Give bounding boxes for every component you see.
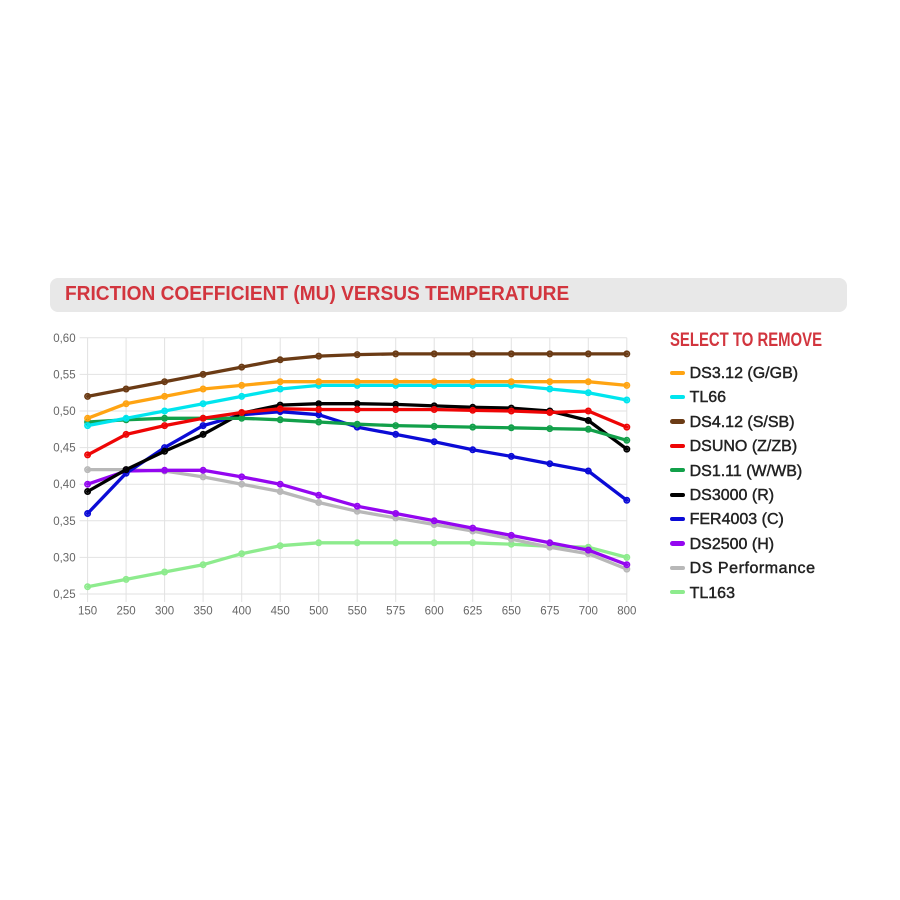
svg-text:150: 150 <box>78 606 97 618</box>
svg-text:500: 500 <box>309 606 328 618</box>
svg-text:250: 250 <box>117 606 136 618</box>
svg-text:550: 550 <box>348 606 367 618</box>
svg-text:575: 575 <box>386 606 405 618</box>
svg-text:0,25: 0,25 <box>53 589 75 601</box>
svg-text:0,40: 0,40 <box>53 479 75 491</box>
svg-text:0,55: 0,55 <box>53 369 75 381</box>
svg-text:350: 350 <box>194 606 213 618</box>
svg-text:0,50: 0,50 <box>53 406 75 418</box>
svg-text:0,35: 0,35 <box>53 516 75 528</box>
svg-text:600: 600 <box>425 606 444 618</box>
svg-text:0,30: 0,30 <box>53 552 75 564</box>
svg-text:400: 400 <box>232 606 251 618</box>
svg-text:0,60: 0,60 <box>53 333 75 345</box>
svg-text:800: 800 <box>617 606 636 618</box>
svg-text:650: 650 <box>502 606 521 618</box>
svg-text:675: 675 <box>540 606 559 618</box>
svg-text:0,45: 0,45 <box>53 443 75 455</box>
svg-text:300: 300 <box>155 606 174 618</box>
svg-text:700: 700 <box>579 606 598 618</box>
svg-text:625: 625 <box>463 606 482 618</box>
svg-text:450: 450 <box>271 606 290 618</box>
